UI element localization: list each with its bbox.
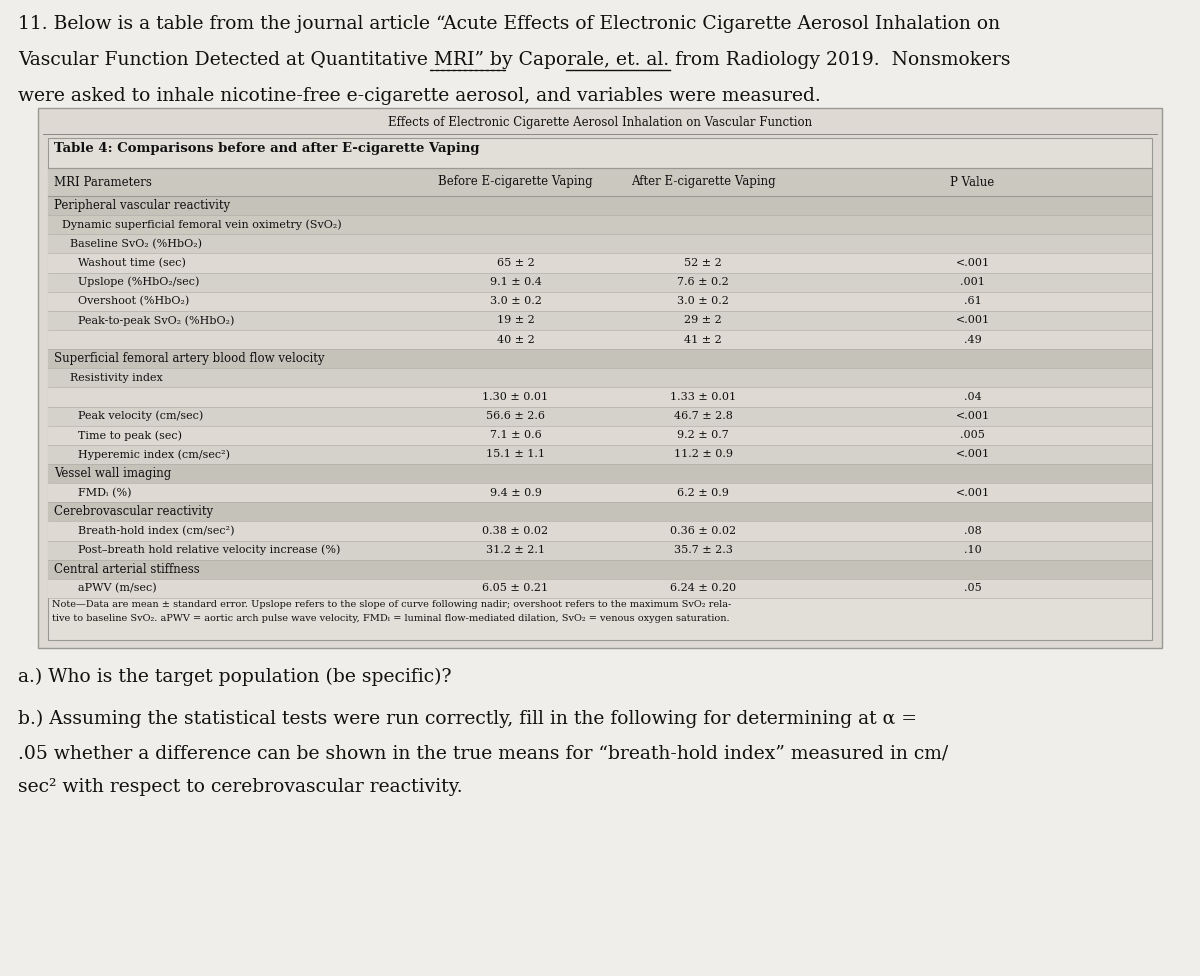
Bar: [48, 368, 1152, 387]
Text: .04: .04: [964, 392, 982, 402]
Text: Time to peak (sec): Time to peak (sec): [78, 430, 182, 440]
Text: 3.0 ± 0.2: 3.0 ± 0.2: [677, 297, 728, 306]
Text: .08: .08: [964, 526, 982, 536]
Text: b.) Assuming the statistical tests were run correctly, fill in the following for: b.) Assuming the statistical tests were …: [18, 710, 917, 728]
Text: 52 ± 2: 52 ± 2: [684, 258, 722, 268]
Text: MRI Parameters: MRI Parameters: [54, 176, 152, 188]
Text: 46.7 ± 2.8: 46.7 ± 2.8: [673, 411, 732, 421]
Bar: [48, 541, 1152, 559]
Text: aPWV (m/sec): aPWV (m/sec): [78, 584, 157, 593]
Bar: [48, 196, 1152, 215]
Text: Peak velocity (cm/sec): Peak velocity (cm/sec): [78, 411, 203, 422]
Text: 41 ± 2: 41 ± 2: [684, 335, 722, 345]
Bar: [48, 426, 1152, 445]
Bar: [48, 503, 1152, 521]
Text: 35.7 ± 2.3: 35.7 ± 2.3: [673, 546, 732, 555]
Text: sec² with respect to cerebrovascular reactivity.: sec² with respect to cerebrovascular rea…: [18, 778, 463, 796]
Bar: [48, 311, 1152, 330]
Text: Vessel wall imaging: Vessel wall imaging: [54, 468, 172, 480]
Text: .005: .005: [960, 430, 985, 440]
Text: <.001: <.001: [955, 258, 990, 268]
Text: .05 whether a difference can be shown in the true means for “breath-hold index” : .05 whether a difference can be shown in…: [18, 744, 948, 762]
Text: Washout time (sec): Washout time (sec): [78, 258, 186, 268]
Text: 6.2 ± 0.9: 6.2 ± 0.9: [677, 488, 728, 498]
Bar: [48, 579, 1152, 598]
Text: Before E-cigarette Vaping: Before E-cigarette Vaping: [438, 176, 593, 188]
Text: were asked to inhale nicotine-free e-cigarette aerosol, and variables were measu: were asked to inhale nicotine-free e-cig…: [18, 87, 821, 105]
Bar: [48, 168, 1152, 196]
Text: Breath-hold index (cm/sec²): Breath-hold index (cm/sec²): [78, 526, 234, 536]
Text: Effects of Electronic Cigarette Aerosol Inhalation on Vascular Function: Effects of Electronic Cigarette Aerosol …: [388, 116, 812, 129]
Text: 29 ± 2: 29 ± 2: [684, 315, 722, 325]
Bar: [48, 521, 1152, 541]
Text: After E-cigarette Vaping: After E-cigarette Vaping: [631, 176, 775, 188]
Text: <.001: <.001: [955, 488, 990, 498]
Bar: [48, 138, 1152, 640]
Bar: [48, 234, 1152, 254]
Text: Post–breath hold relative velocity increase (%): Post–breath hold relative velocity incre…: [78, 545, 341, 555]
Text: .05: .05: [964, 584, 982, 593]
Text: <.001: <.001: [955, 315, 990, 325]
Text: 0.38 ± 0.02: 0.38 ± 0.02: [482, 526, 548, 536]
Text: Note—Data are mean ± standard error. Upslope refers to the slope of curve follow: Note—Data are mean ± standard error. Ups…: [52, 600, 731, 609]
Text: Peripheral vascular reactivity: Peripheral vascular reactivity: [54, 199, 230, 212]
Text: 40 ± 2: 40 ± 2: [497, 335, 534, 345]
Text: Table 4: Comparisons before and after E-cigarette Vaping: Table 4: Comparisons before and after E-…: [54, 142, 480, 155]
Text: .61: .61: [964, 297, 982, 306]
Text: 0.36 ± 0.02: 0.36 ± 0.02: [670, 526, 736, 536]
Text: Superficial femoral artery blood flow velocity: Superficial femoral artery blood flow ve…: [54, 352, 324, 365]
Text: 1.30 ± 0.01: 1.30 ± 0.01: [482, 392, 548, 402]
Text: Baseline SvO₂ (%HbO₂): Baseline SvO₂ (%HbO₂): [70, 239, 202, 249]
Text: 15.1 ± 1.1: 15.1 ± 1.1: [486, 449, 545, 460]
Bar: [48, 292, 1152, 311]
Text: 9.1 ± 0.4: 9.1 ± 0.4: [490, 277, 541, 287]
Text: <.001: <.001: [955, 449, 990, 460]
Bar: [48, 215, 1152, 234]
Text: Peak-to-peak SvO₂ (%HbO₂): Peak-to-peak SvO₂ (%HbO₂): [78, 315, 234, 326]
Text: P Value: P Value: [950, 176, 995, 188]
Text: Central arterial stiffness: Central arterial stiffness: [54, 563, 199, 576]
Text: Hyperemic index (cm/sec²): Hyperemic index (cm/sec²): [78, 449, 230, 460]
Text: 6.24 ± 0.20: 6.24 ± 0.20: [670, 584, 736, 593]
Text: 7.1 ± 0.6: 7.1 ± 0.6: [490, 430, 541, 440]
Text: 9.2 ± 0.7: 9.2 ± 0.7: [677, 430, 728, 440]
Text: 11.2 ± 0.9: 11.2 ± 0.9: [673, 449, 732, 460]
Text: 31.2 ± 2.1: 31.2 ± 2.1: [486, 546, 545, 555]
Bar: [48, 330, 1152, 349]
Text: .10: .10: [964, 546, 982, 555]
Text: a.) Who is the target population (be specific)?: a.) Who is the target population (be spe…: [18, 668, 451, 686]
Text: .001: .001: [960, 277, 985, 287]
Bar: [48, 407, 1152, 426]
Text: tive to baseline SvO₂. aPWV = aortic arch pulse wave velocity, FMDₗ = luminal fl: tive to baseline SvO₂. aPWV = aortic arc…: [52, 614, 730, 623]
Bar: [48, 483, 1152, 503]
Text: 7.6 ± 0.2: 7.6 ± 0.2: [677, 277, 728, 287]
Text: Dynamic superficial femoral vein oximetry (SvO₂): Dynamic superficial femoral vein oximetr…: [62, 220, 342, 230]
Bar: [38, 108, 1162, 648]
Text: Resistivity index: Resistivity index: [70, 373, 163, 383]
Bar: [48, 254, 1152, 272]
Text: 19 ± 2: 19 ± 2: [497, 315, 534, 325]
Text: Overshoot (%HbO₂): Overshoot (%HbO₂): [78, 296, 190, 306]
Text: 56.6 ± 2.6: 56.6 ± 2.6: [486, 411, 545, 421]
Bar: [48, 349, 1152, 368]
Bar: [48, 272, 1152, 292]
Text: Vascular Function Detected at Quantitative MRI” by Caporale, et. al. from Radiol: Vascular Function Detected at Quantitati…: [18, 51, 1010, 69]
Text: 3.0 ± 0.2: 3.0 ± 0.2: [490, 297, 541, 306]
Text: 6.05 ± 0.21: 6.05 ± 0.21: [482, 584, 548, 593]
Bar: [48, 445, 1152, 464]
Text: FMDₗ (%): FMDₗ (%): [78, 488, 132, 498]
Text: 9.4 ± 0.9: 9.4 ± 0.9: [490, 488, 541, 498]
Text: Cerebrovascular reactivity: Cerebrovascular reactivity: [54, 506, 214, 518]
Text: 65 ± 2: 65 ± 2: [497, 258, 534, 268]
Bar: [48, 559, 1152, 579]
Text: .49: .49: [964, 335, 982, 345]
Bar: [48, 387, 1152, 407]
Text: <.001: <.001: [955, 411, 990, 421]
Bar: [48, 464, 1152, 483]
Text: Upslope (%HbO₂/sec): Upslope (%HbO₂/sec): [78, 277, 199, 287]
Text: 11. Below is a table from the journal article “Acute Effects of Electronic Cigar: 11. Below is a table from the journal ar…: [18, 15, 1000, 33]
Text: 1.33 ± 0.01: 1.33 ± 0.01: [670, 392, 736, 402]
